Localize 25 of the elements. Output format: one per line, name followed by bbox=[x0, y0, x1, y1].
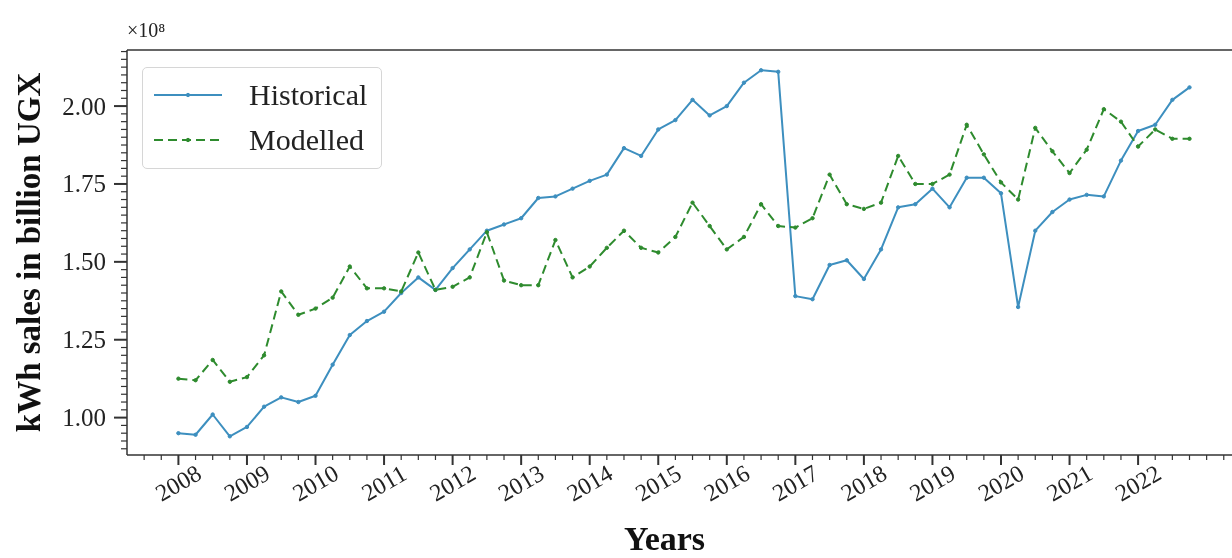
y-tick-label: 2.00 bbox=[62, 92, 106, 120]
text: ×10⁸ bbox=[127, 19, 166, 41]
x-tick-label: 2011 bbox=[357, 459, 411, 507]
x-tick-label: 2013 bbox=[493, 459, 549, 507]
x-tick-label: 2015 bbox=[630, 459, 686, 507]
y-tick-label: 1.75 bbox=[62, 170, 106, 198]
x-tick-label: 2010 bbox=[288, 459, 343, 507]
x-tick-label: 2018 bbox=[836, 459, 892, 507]
x-tick-label: 2014 bbox=[562, 459, 617, 507]
x-tick-label: 2016 bbox=[699, 459, 755, 507]
x-tick-label: 2021 bbox=[1042, 459, 1097, 507]
x-tick-label: 2012 bbox=[425, 459, 480, 507]
x-tick-label: 2020 bbox=[973, 459, 1029, 507]
x-tick-label: 2009 bbox=[219, 459, 275, 507]
y-tick-label: 1.00 bbox=[62, 404, 106, 432]
x-tick-label: 2017 bbox=[768, 459, 823, 507]
legend-label: Modelled bbox=[249, 122, 364, 156]
x-tick-label: 2019 bbox=[905, 459, 960, 507]
x-tick-label: 2008 bbox=[151, 459, 206, 507]
y-tick-label: 1.25 bbox=[62, 326, 106, 354]
y-axis-title: kWh sales in billion UGX bbox=[11, 72, 47, 433]
legend-label: Historical bbox=[249, 77, 368, 111]
x-axis-title: Years bbox=[623, 519, 706, 557]
y-tick-label: 1.50 bbox=[62, 248, 106, 276]
x-tick-label: 2022 bbox=[1110, 459, 1166, 507]
